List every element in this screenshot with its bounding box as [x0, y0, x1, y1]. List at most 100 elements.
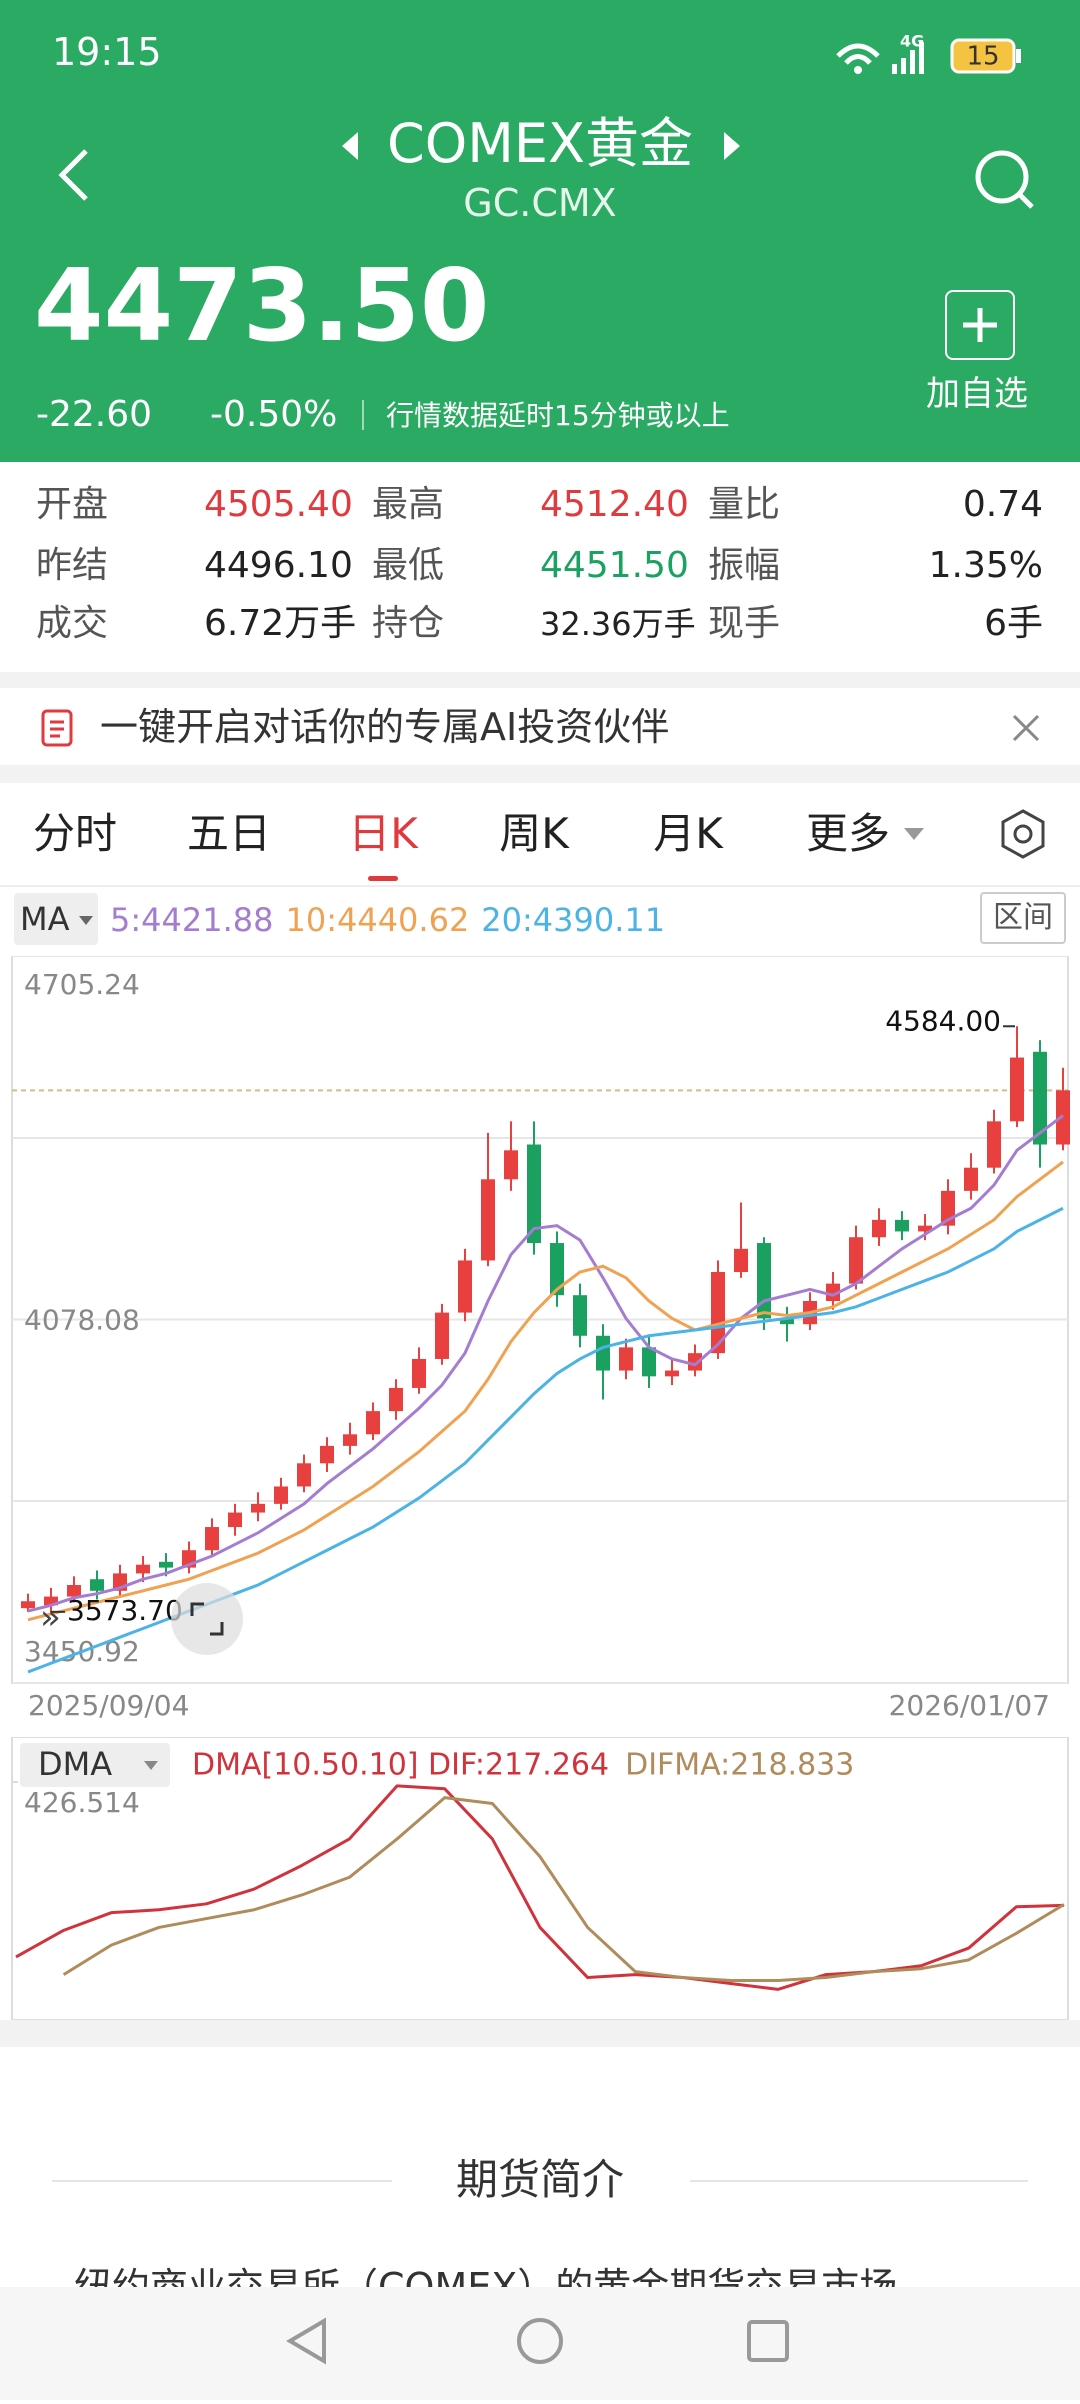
- next-button[interactable]: [720, 128, 744, 164]
- candle-body: [458, 1260, 472, 1313]
- stat-value: 4496.10: [204, 545, 353, 586]
- candle-body: [619, 1347, 633, 1371]
- fullscreen-button[interactable]: [171, 1583, 243, 1655]
- close-button[interactable]: [1010, 712, 1042, 744]
- header: 19:15 4G 15 COMEX黄金 GC.CMX 4473.50 -22.6…: [0, 0, 1080, 462]
- ma-legend-item: 20:4390.11: [481, 901, 666, 939]
- status-time: 19:15: [52, 30, 162, 74]
- ma-legend-item: 10:4440.62: [285, 901, 470, 939]
- tab-underline: [368, 876, 398, 881]
- separator: [0, 765, 1080, 783]
- plot-frame: [11, 1737, 1069, 2020]
- candle-body: [67, 1585, 81, 1597]
- candle-body: [1010, 1057, 1024, 1122]
- settings-dot: [1013, 824, 1033, 844]
- nav-home[interactable]: [517, 2318, 563, 2364]
- y-tick-label: 426.514: [24, 1786, 140, 1819]
- stat-value: 4512.40: [540, 484, 689, 525]
- banner-text: 一键开启对话你的专属AI投资伙伴: [100, 705, 670, 749]
- prev-button[interactable]: [338, 128, 362, 164]
- stat-value: 0.74: [962, 484, 1043, 525]
- ai-banner[interactable]: 一键开启对话你的专属AI投资伙伴: [0, 688, 1080, 765]
- candle-body: [849, 1237, 863, 1284]
- max-label: 4584.00: [885, 1004, 1001, 1037]
- title: COMEX黄金: [387, 112, 693, 175]
- stat-label: 振幅: [708, 545, 781, 586]
- collapse-button[interactable]: »: [40, 1598, 61, 1638]
- candle-body: [90, 1579, 104, 1591]
- battery: [950, 38, 1016, 74]
- ma-line: [27, 1160, 1064, 1622]
- tab[interactable]: 分时: [32, 809, 118, 858]
- ma-selector[interactable]: MA: [14, 893, 98, 945]
- add-watch-label: 加自选: [926, 374, 1028, 414]
- ma-selector-label: MA: [20, 900, 70, 938]
- intro-title: 期货简介: [455, 2155, 624, 2204]
- candle-body: [964, 1167, 978, 1191]
- wifi-icon: [836, 43, 880, 65]
- dma-line: [62, 1796, 1065, 1983]
- stat-label: 成交: [36, 603, 109, 644]
- change-pct: -0.50%: [210, 394, 338, 435]
- range-button[interactable]: 区间: [980, 892, 1066, 944]
- wifi-dot: [854, 66, 862, 74]
- title-rule: [52, 2180, 392, 2182]
- tab[interactable]: 更多: [805, 809, 891, 858]
- tab[interactable]: 五日: [186, 809, 272, 858]
- candle-body: [1056, 1090, 1070, 1145]
- caret: [79, 916, 93, 925]
- prev-icon: [342, 132, 358, 160]
- next-icon: [724, 132, 740, 160]
- nav-recent[interactable]: [747, 2320, 789, 2362]
- close-icon: [1012, 714, 1040, 742]
- search-button[interactable]: [970, 145, 1040, 215]
- y-tick-label: 4705.24: [24, 968, 140, 1001]
- candle-body: [757, 1243, 771, 1319]
- legend-item: DIFMA:218.833: [625, 1748, 854, 1783]
- stat-label: 开盘: [36, 484, 109, 525]
- candle-body: [642, 1347, 656, 1377]
- candle-body: [734, 1248, 748, 1273]
- settings-button[interactable]: [998, 808, 1048, 860]
- stat-label: 量比: [708, 484, 781, 525]
- caret: [144, 1761, 158, 1770]
- stat-value: 6.72万手: [204, 603, 357, 644]
- candle-body: [297, 1463, 311, 1487]
- stat-value: 4505.40: [204, 484, 353, 525]
- kline-marks: 3450.924078.084705.244584.003573.702025/…: [12, 956, 1070, 1722]
- title-rule: [690, 2180, 1028, 2182]
- candle-body: [872, 1219, 886, 1238]
- dma-selector[interactable]: [20, 1743, 170, 1787]
- caret-shape: [79, 916, 93, 925]
- dma-title: DMA: [38, 1745, 112, 1783]
- candle-body: [711, 1272, 725, 1354]
- candle-body: [44, 1596, 58, 1606]
- divider: [362, 400, 364, 430]
- status-icons: 4G 15: [836, 32, 1021, 74]
- stat-value: 4451.50: [540, 545, 689, 586]
- candle-body: [550, 1243, 564, 1296]
- candle-body: [780, 1318, 794, 1325]
- battery-level: 15: [966, 42, 999, 72]
- ma-legend: 5:4421.88 10:4440.62 20:4390.11: [110, 900, 677, 940]
- candle-body: [573, 1295, 587, 1336]
- dma-marks: 426.514 DMA[10.50.10] DIF:217.264 DIFMA:21…: [12, 1748, 1065, 1991]
- nav-back[interactable]: [286, 2317, 326, 2365]
- tab[interactable]: 月K: [653, 809, 723, 858]
- search-handle: [1018, 193, 1034, 209]
- back-button[interactable]: [50, 145, 100, 205]
- candle-body: [481, 1179, 495, 1261]
- candle-body: [412, 1358, 426, 1388]
- add-watch-button[interactable]: [945, 290, 1015, 360]
- plus-icon: [963, 308, 997, 342]
- settings-hex: [1001, 809, 1045, 859]
- candle-body: [366, 1411, 380, 1435]
- separator: [0, 2020, 1080, 2047]
- code: GC.CMX: [463, 181, 617, 225]
- tab[interactable]: 日K: [348, 809, 418, 858]
- more-caret: [904, 828, 924, 840]
- tab[interactable]: 周K: [499, 809, 569, 858]
- candle-body: [205, 1527, 219, 1551]
- fullscreen-icon: [190, 1602, 224, 1636]
- x-tick-label: 2025/09/04: [28, 1689, 189, 1722]
